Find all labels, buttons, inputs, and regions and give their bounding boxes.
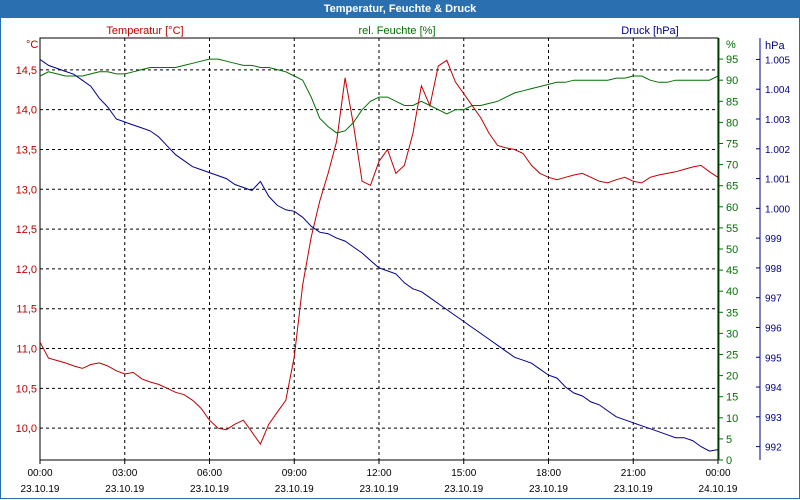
temperature-legend-label: Temperatur [°C] [106,25,183,37]
pressure-tick-label: 1.005 [765,55,790,66]
x-tick-time-label: 00:00 [27,468,52,479]
pressure-tick-label: 998 [765,264,782,275]
humidity-tick-label: 0 [726,455,732,467]
x-tick-time-label: 00:00 [705,468,730,479]
humidity-tick-label: 75 [726,139,738,151]
temperature-tick-label: 13,0 [16,184,37,196]
humidity-tick-label: 10 [726,413,738,425]
humidity-tick-label: 60 [726,202,738,214]
humidity-legend-label: rel. Feuchte [%] [358,25,435,37]
humidity-tick-label: 95 [726,54,738,66]
humidity-tick-label: 30 [726,328,738,340]
x-tick-date-label: 23.10.19 [275,484,314,495]
x-tick-time-label: 06:00 [197,468,222,479]
x-tick-date-label: 23.10.19 [105,484,144,495]
x-tick-date-label: 23.10.19 [360,484,399,495]
humidity-tick-label: 55 [726,223,738,235]
x-tick-date-label: 23.10.19 [444,484,483,495]
temperature-tick-label: 14,0 [16,105,37,117]
x-tick-date-label: 24.10.19 [699,484,738,495]
x-tick-time-label: 21:00 [621,468,646,479]
pressure-series-line [39,58,719,452]
pressure-tick-label: 1.004 [765,85,790,96]
humidity-tick-label: 50 [726,244,738,256]
x-tick-time-label: 12:00 [366,468,391,479]
pressure-tick-label: 1.002 [765,145,790,156]
temperature-tick-label: 10,5 [16,383,37,395]
humidity-tick-label: 15 [726,392,738,404]
humidity-tick-label: 5 [726,434,732,446]
pressure-legend-label: Druck [hPa] [621,25,678,37]
pressure-tick-label: 1.003 [765,115,790,126]
window-title: Temperatur, Feuchte & Druck [323,3,477,15]
temperature-tick-label: 12,0 [16,264,37,276]
pressure-unit-label: hPa [765,40,785,52]
pressure-tick-label: 993 [765,413,782,424]
humidity-tick-label: 65 [726,181,738,193]
pressure-tick-label: 996 [765,323,782,334]
x-tick-date-label: 23.10.19 [21,484,60,495]
pressure-tick-label: 1.000 [765,204,790,215]
x-tick-date-label: 23.10.19 [529,484,568,495]
x-tick-time-label: 09:00 [282,468,307,479]
humidity-tick-label: 25 [726,350,738,362]
x-tick-time-label: 18:00 [536,468,561,479]
pressure-tick-label: 997 [765,294,782,305]
temperature-tick-label: 13,5 [16,144,37,156]
temperature-tick-label: 14,5 [16,65,37,77]
humidity-tick-label: 40 [726,286,738,298]
humidity-series-line [39,58,719,134]
x-tick-time-label: 15:00 [451,468,476,479]
pressure-tick-label: 1.001 [765,175,790,186]
humidity-tick-label: 85 [726,96,738,108]
humidity-tick-label: 80 [726,117,738,129]
x-tick-date-label: 23.10.19 [190,484,229,495]
temperature-tick-label: 11,0 [16,344,37,356]
temperature-tick-label: 12,5 [16,224,37,236]
humidity-tick-label: 45 [726,265,738,277]
humidity-tick-label: 70 [726,160,738,172]
x-tick-date-label: 23.10.19 [614,484,653,495]
temperature-tick-label: 11,5 [16,304,37,316]
pressure-tick-label: 995 [765,353,782,364]
temperature-series-line [39,59,719,446]
humidity-unit-tick: % [726,39,736,51]
pressure-tick-label: 999 [765,234,782,245]
grid-lines [40,38,718,460]
x-tick-time-label: 03:00 [112,468,137,479]
pressure-tick-label: 992 [765,443,782,454]
humidity-tick-label: 20 [726,371,738,383]
temperature-unit-label: °C [26,39,38,51]
window-title-bar: Temperatur, Feuchte & Druck [0,0,800,18]
humidity-tick-label: 35 [726,307,738,319]
temperature-tick-label: 10,0 [16,423,37,435]
pressure-tick-label: 994 [765,383,782,394]
humidity-tick-label: 90 [726,75,738,87]
